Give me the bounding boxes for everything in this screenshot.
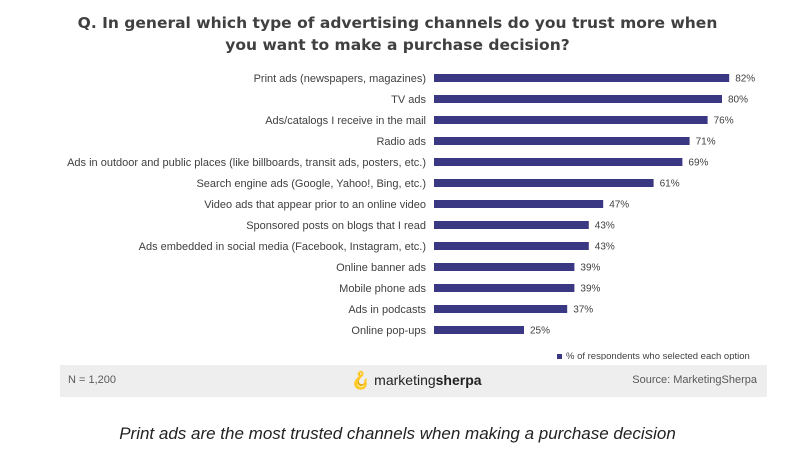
sample-size: N = 1,200 xyxy=(68,374,117,386)
bar xyxy=(434,242,589,250)
bar xyxy=(434,116,708,124)
chart-title-line-1: Q. In general which type of advertising … xyxy=(77,14,718,32)
bar xyxy=(434,137,690,145)
category-label: Search engine ads (Google, Yahoo!, Bing,… xyxy=(196,178,426,190)
value-label: 43% xyxy=(595,242,615,253)
bar xyxy=(434,284,575,292)
bar xyxy=(434,158,683,166)
chart-footer: N = 1,200 🪝 marketingsherpa Source: Marke… xyxy=(60,365,767,397)
category-label: Ads embedded in social media (Facebook, … xyxy=(139,241,426,253)
chart-title-line-2: you want to make a purchase decision? xyxy=(225,36,570,54)
category-label: Online pop-ups xyxy=(351,325,426,337)
category-label: Print ads (newspapers, magazines) xyxy=(254,73,426,85)
value-label: 61% xyxy=(660,179,680,190)
legend-swatch xyxy=(557,354,562,359)
bar xyxy=(434,221,589,229)
legend-label: % of respondents who selected each optio… xyxy=(566,351,750,360)
bar xyxy=(434,95,722,103)
bar xyxy=(434,74,730,82)
value-label: 69% xyxy=(688,158,708,169)
value-label: 39% xyxy=(580,263,600,274)
bar-chart: Print ads (newspapers, magazines) 82% TV a… xyxy=(67,73,755,360)
value-label: 37% xyxy=(573,305,593,316)
value-label: 71% xyxy=(696,137,716,148)
marketingsherpa-logo: 🪝 marketingsherpa xyxy=(350,371,482,390)
caption: Print ads are the most trusted channels … xyxy=(119,424,676,443)
bar xyxy=(434,326,524,334)
bar xyxy=(434,263,575,271)
sherpa-logo-icon: 🪝 xyxy=(350,371,372,390)
value-label: 39% xyxy=(580,284,600,295)
category-label: Radio ads xyxy=(376,136,426,148)
bar xyxy=(434,200,604,208)
value-label: 25% xyxy=(530,326,550,337)
bar xyxy=(434,305,568,313)
chart-title: Q. In general which type of advertising … xyxy=(0,12,795,56)
category-label: TV ads xyxy=(391,94,426,106)
category-label: Ads/catalogs I receive in the mail xyxy=(265,115,426,127)
category-label: Video ads that appear prior to an online… xyxy=(204,199,426,211)
value-label: 43% xyxy=(595,221,615,232)
value-label: 82% xyxy=(735,74,755,85)
value-label: 80% xyxy=(728,95,748,106)
category-label: Online banner ads xyxy=(336,262,426,274)
value-label: 76% xyxy=(714,116,734,127)
category-label: Ads in outdoor and public places (like b… xyxy=(67,157,426,169)
bar xyxy=(434,179,654,187)
category-label: Ads in podcasts xyxy=(348,304,426,316)
category-label: Mobile phone ads xyxy=(339,283,426,295)
source-label: Source: MarketingSherpa xyxy=(632,374,757,386)
category-label: Sponsored posts on blogs that I read xyxy=(246,220,426,232)
value-label: 47% xyxy=(609,200,629,211)
